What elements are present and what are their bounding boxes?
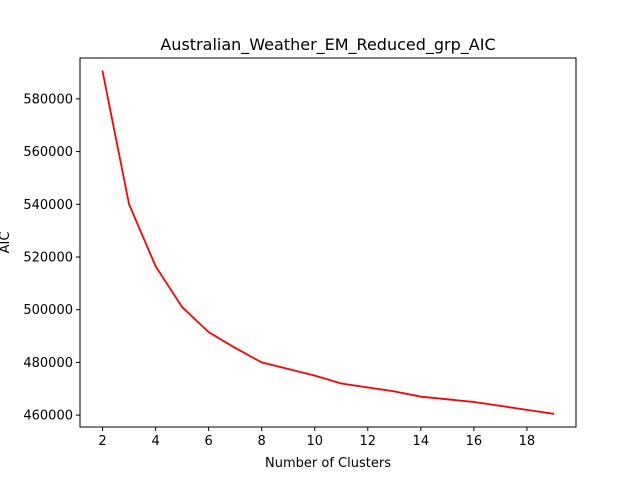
y-tick-label: 460000 [23, 409, 73, 424]
data-point [181, 306, 184, 308]
data-point [393, 390, 396, 393]
x-axis-label: Number of Clusters [265, 456, 391, 471]
x-tick-label: 6 [205, 434, 213, 449]
x-tick-label: 16 [466, 434, 483, 449]
series-layer [101, 70, 555, 415]
x-tick-label: 8 [258, 434, 266, 449]
data-point [313, 374, 316, 377]
data-point [499, 405, 502, 407]
data-point [366, 386, 369, 389]
x-tick-label: 10 [306, 434, 323, 449]
data-point [526, 408, 528, 411]
data-point [128, 203, 130, 206]
y-axis: 460000 480000 500000 520000 540000 560000 5800… [23, 92, 80, 424]
data-point [419, 395, 422, 398]
y-tick-label: 560000 [23, 145, 73, 160]
x-tick-label: 14 [413, 434, 430, 449]
aic-series-line [101, 71, 554, 415]
data-point [260, 361, 263, 364]
x-axis: 2 4 6 8 10 12 14 16 18 [98, 427, 535, 449]
y-tick-label: 500000 [23, 303, 73, 318]
data-point [287, 368, 290, 370]
x-tick-label: 18 [519, 434, 536, 449]
axes-frame [79, 57, 577, 428]
data-point [552, 412, 555, 415]
data-point [340, 382, 343, 385]
data-point [446, 398, 449, 401]
x-tick-label: 2 [98, 434, 106, 449]
y-tick-label: 580000 [23, 92, 73, 107]
data-point [154, 265, 157, 268]
chart-title: Australian_Weather_EM_Reduced_grp_AIC [160, 35, 495, 55]
data-point [101, 70, 104, 73]
y-tick-label: 540000 [23, 198, 73, 213]
data-point [234, 347, 237, 349]
data-point [207, 331, 210, 334]
y-tick-label: 480000 [23, 356, 73, 371]
x-tick-label: 4 [151, 434, 159, 449]
data-point [472, 401, 475, 403]
y-axis-label: AIC [0, 232, 13, 254]
x-tick-label: 12 [360, 434, 377, 449]
y-tick-label: 520000 [23, 250, 73, 265]
